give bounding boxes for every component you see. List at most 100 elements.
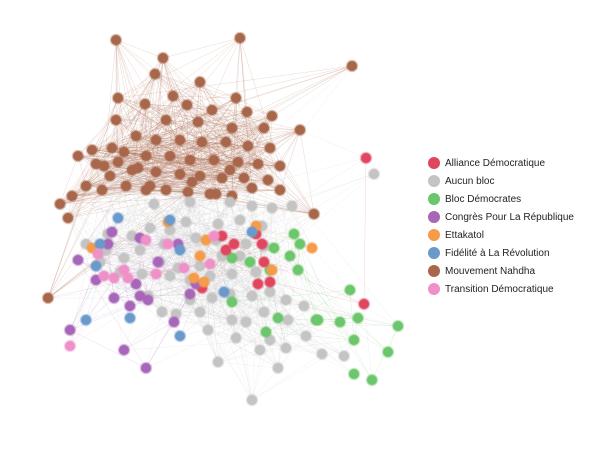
graph-edge (113, 297, 233, 321)
graph-edge (147, 261, 161, 297)
graph-edge (144, 103, 315, 215)
graph-edge (111, 81, 201, 149)
graph-edge (165, 141, 227, 191)
graph-edge (67, 179, 269, 219)
graph-edge (231, 273, 289, 321)
graph-edge (179, 139, 269, 181)
graph-edge (179, 139, 215, 161)
graph-edge (209, 247, 275, 277)
graph-edge (129, 219, 171, 307)
graph-edge (229, 293, 323, 355)
graph-node (123, 311, 137, 325)
graph-edge (129, 283, 197, 307)
graph-edge (211, 297, 261, 351)
graph-edge (95, 127, 265, 165)
graph-edge (175, 271, 257, 315)
graph-edge (213, 159, 217, 195)
graph-edge (189, 201, 231, 295)
graph-edge (154, 73, 265, 129)
graph-edge (154, 73, 259, 165)
graph-edge (141, 273, 201, 313)
graph-edge (186, 104, 265, 129)
graph-edge (229, 201, 293, 207)
graph-node (299, 329, 313, 343)
graph-edge (91, 139, 181, 151)
graph-edge (117, 161, 143, 275)
graph-node (105, 225, 119, 239)
graph-edge (263, 213, 315, 247)
graph-edge (69, 189, 103, 347)
graph-node (207, 229, 221, 243)
graph-edge (47, 267, 185, 299)
graph-edge (189, 115, 273, 203)
legend-swatch (428, 211, 440, 223)
graph-node (233, 31, 247, 45)
graph-edge (163, 191, 189, 245)
graph-edge (239, 255, 247, 323)
graph-edge (111, 73, 156, 149)
graph-edge (145, 147, 271, 191)
graph-node (239, 237, 253, 251)
graph-edge (179, 139, 223, 179)
graph-node (105, 141, 119, 155)
graph-edge (165, 189, 197, 239)
graph-edge (299, 129, 315, 215)
graph-edge (135, 37, 241, 137)
graph-node (151, 255, 165, 269)
graph-edge (153, 203, 241, 221)
graph-edge (145, 129, 301, 191)
graph-edge (113, 193, 211, 279)
graph-edge (199, 255, 241, 313)
graph-node (177, 261, 191, 275)
graph-edge (147, 295, 279, 369)
graph-edge (103, 159, 215, 167)
graph-node (156, 51, 170, 65)
graph-edge (215, 239, 231, 295)
legend-label: Aucun bloc (445, 175, 495, 187)
graph-edge (123, 73, 156, 153)
graph-edge (69, 329, 147, 369)
graph-node (117, 343, 131, 357)
graph-edge (215, 147, 271, 195)
graph-edge (77, 57, 164, 157)
graph-edge (169, 155, 187, 223)
graph-edge (255, 271, 307, 337)
graph-edge (123, 141, 203, 153)
graph-edge (85, 97, 119, 187)
graph-edge (203, 281, 233, 303)
graph-edge (217, 347, 287, 363)
graph-edge (221, 187, 253, 237)
graph-node (343, 283, 357, 297)
graph-edge (85, 305, 131, 321)
graph-edge (189, 293, 261, 351)
graph-node (240, 105, 254, 119)
graph-edge (115, 39, 157, 173)
graph-edge (137, 167, 189, 193)
graph-edge (339, 321, 399, 327)
graph-edge (207, 299, 287, 331)
graph-edge (269, 115, 273, 149)
graph-node (347, 367, 361, 381)
graph-node (307, 207, 321, 221)
graph-edge (169, 275, 233, 321)
graph-edge (144, 103, 157, 141)
legend-label: Mouvement Nahdha (445, 265, 536, 277)
graph-edge (201, 141, 233, 197)
graph-edge (165, 189, 231, 203)
graph-edge (125, 185, 165, 245)
graph-node (241, 139, 255, 153)
graph-node (61, 211, 75, 225)
graph-node (245, 181, 259, 195)
graph-edge (109, 175, 241, 221)
graph-edge (207, 293, 231, 331)
graph-node (381, 345, 395, 359)
graph-edge (209, 275, 271, 341)
graph-edge (205, 239, 225, 293)
graph-node (245, 289, 259, 303)
legend-swatch (428, 193, 440, 205)
graph-node (263, 275, 277, 289)
graph-edge (111, 231, 159, 263)
graph-edge (179, 293, 231, 337)
graph-edge (157, 109, 213, 263)
graph-node (263, 285, 277, 299)
